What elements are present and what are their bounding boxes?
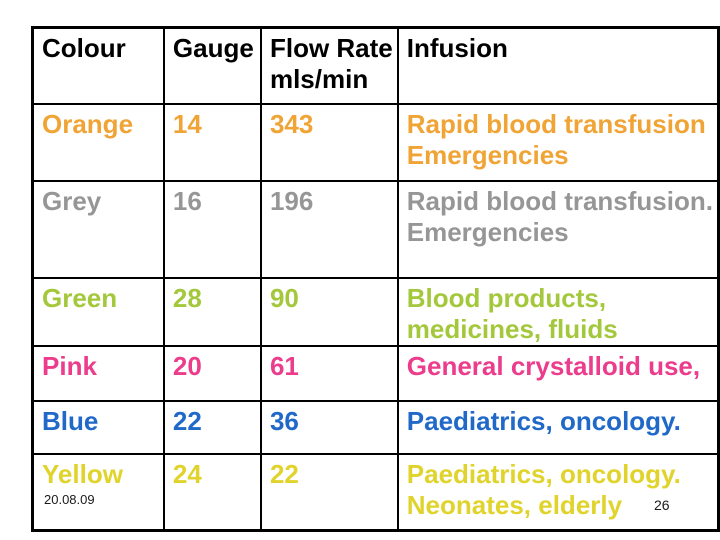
cell-gauge: 28: [162, 276, 262, 347]
table-row-blue: Blue 22 36 Paediatrics, oncology.: [31, 399, 720, 455]
header-flow-rate-unit: mls/min: [269, 64, 369, 94]
header-gauge: Gauge: [162, 26, 262, 105]
cell-infusion: Blood products, medicines, fluids: [396, 276, 720, 347]
header-flow-rate: Flow Rate mls/min: [259, 26, 399, 105]
cell-flow-rate: 36: [259, 399, 399, 455]
table-row-grey: Grey 16 196 Rapid blood transfusion. Eme…: [31, 179, 720, 279]
cell-gauge: 24: [162, 452, 262, 532]
infusion-line: General crystalloid use,: [406, 350, 701, 381]
table-header-row: Colour Gauge Flow Rate mls/min Infusion: [31, 26, 720, 105]
infusion-line: Rapid blood transfusion: [406, 108, 706, 139]
cell-colour: Yellow: [31, 452, 165, 532]
cannula-table: Colour Gauge Flow Rate mls/min Infusion …: [31, 26, 720, 532]
cell-flow-rate: 90: [259, 276, 399, 347]
cell-gauge: 20: [162, 344, 262, 402]
infusion-line: Blood products,: [406, 282, 607, 313]
infusion-line: Rapid blood transfusion.: [406, 185, 713, 216]
infusion-line: Paediatrics, oncology.: [406, 458, 681, 489]
header-colour: Colour: [31, 26, 165, 105]
cell-infusion: Rapid blood transfusion. Emergencies: [396, 179, 720, 279]
cell-colour: Blue: [31, 399, 165, 455]
cell-infusion: Paediatrics, oncology.: [396, 399, 720, 455]
cell-colour: Grey: [31, 179, 165, 279]
infusion-line: Emergencies: [406, 216, 569, 247]
table-row-green: Green 28 90 Blood products, medicines, f…: [31, 276, 720, 347]
cell-colour: Orange: [31, 102, 165, 182]
header-flow-rate-title: Flow Rate: [269, 33, 393, 63]
cell-flow-rate: 22: [259, 452, 399, 532]
cell-gauge: 14: [162, 102, 262, 182]
cell-colour: Green: [31, 276, 165, 347]
cell-infusion: Paediatrics, oncology. Neonates, elderly: [396, 452, 720, 532]
cell-infusion: General crystalloid use,: [396, 344, 720, 402]
table-row-pink: Pink 20 61 General crystalloid use,: [31, 344, 720, 402]
header-infusion: Infusion: [396, 26, 720, 105]
cell-colour: Pink: [31, 344, 165, 402]
cell-gauge: 22: [162, 399, 262, 455]
table-row-yellow: Yellow 24 22 Paediatrics, oncology. Neon…: [31, 452, 720, 532]
cell-flow-rate: 61: [259, 344, 399, 402]
slide-date: 20.08.09: [44, 492, 95, 507]
slide-number: 26: [654, 497, 670, 513]
infusion-line: Emergencies: [406, 139, 569, 170]
infusion-line: medicines, fluids: [406, 313, 618, 344]
cell-gauge: 16: [162, 179, 262, 279]
infusion-line: Neonates, elderly: [406, 489, 623, 520]
table-row-orange: Orange 14 343 Rapid blood transfusion Em…: [31, 102, 720, 182]
cell-infusion: Rapid blood transfusion Emergencies: [396, 102, 720, 182]
infusion-line: Paediatrics, oncology.: [406, 405, 681, 436]
cell-flow-rate: 196: [259, 179, 399, 279]
cell-flow-rate: 343: [259, 102, 399, 182]
